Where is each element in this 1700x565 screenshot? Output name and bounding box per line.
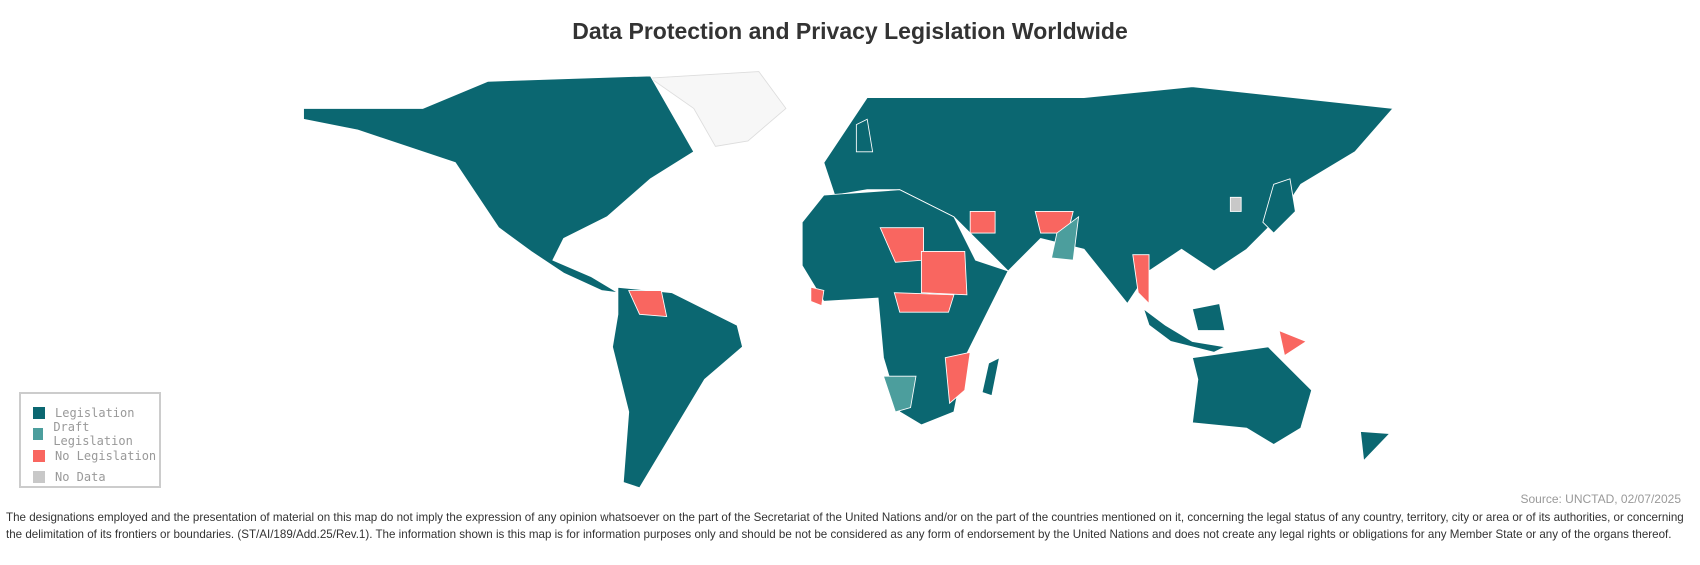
- australia: [1191, 346, 1313, 445]
- iraq: [969, 210, 996, 234]
- legend: Legislation Draft Legislation No Legislati…: [19, 392, 161, 488]
- pakistan: [1050, 215, 1080, 261]
- japan: [1262, 178, 1296, 234]
- legend-label: Draft Legislation: [53, 420, 133, 449]
- north-america: [303, 75, 695, 294]
- legend-label: No Legislation: [55, 448, 157, 463]
- papua-new-guinea: [1278, 329, 1308, 357]
- new-zealand: [1359, 430, 1391, 462]
- legend-label: No Data: [55, 470, 106, 485]
- sudan: [920, 251, 968, 296]
- namibia: [882, 375, 917, 413]
- central-africa: [893, 292, 955, 313]
- korea: [1229, 196, 1242, 212]
- legend-swatch: [33, 428, 44, 441]
- legend-swatch: [33, 406, 45, 419]
- myanmar: [1132, 254, 1150, 305]
- legend-item[interactable]: No Legislation: [33, 445, 159, 467]
- disclaimer: The designations employed and the presen…: [6, 511, 1684, 541]
- legend-swatch: [33, 471, 45, 484]
- legend-swatch: [33, 449, 45, 462]
- uk: [855, 118, 874, 153]
- legend-label: Legislation: [55, 405, 135, 420]
- madagascar: [981, 356, 1001, 397]
- borneo: [1191, 303, 1226, 332]
- legend-item[interactable]: Legislation: [33, 402, 159, 424]
- south-america: [612, 286, 744, 489]
- greenland: [649, 71, 787, 147]
- venezuela: [628, 290, 668, 318]
- legend-item[interactable]: No Data: [33, 467, 159, 489]
- sierra-leone: [810, 286, 825, 307]
- map-title: Data Protection and Privacy Legislation …: [572, 18, 1128, 44]
- source: Source: UNCTAD, 02/07/2025: [1520, 492, 1681, 506]
- mozambique: [944, 351, 971, 405]
- indonesia: [1142, 307, 1227, 353]
- legend-item[interactable]: Draft Legislation: [33, 420, 159, 448]
- world-map: [303, 71, 1394, 489]
